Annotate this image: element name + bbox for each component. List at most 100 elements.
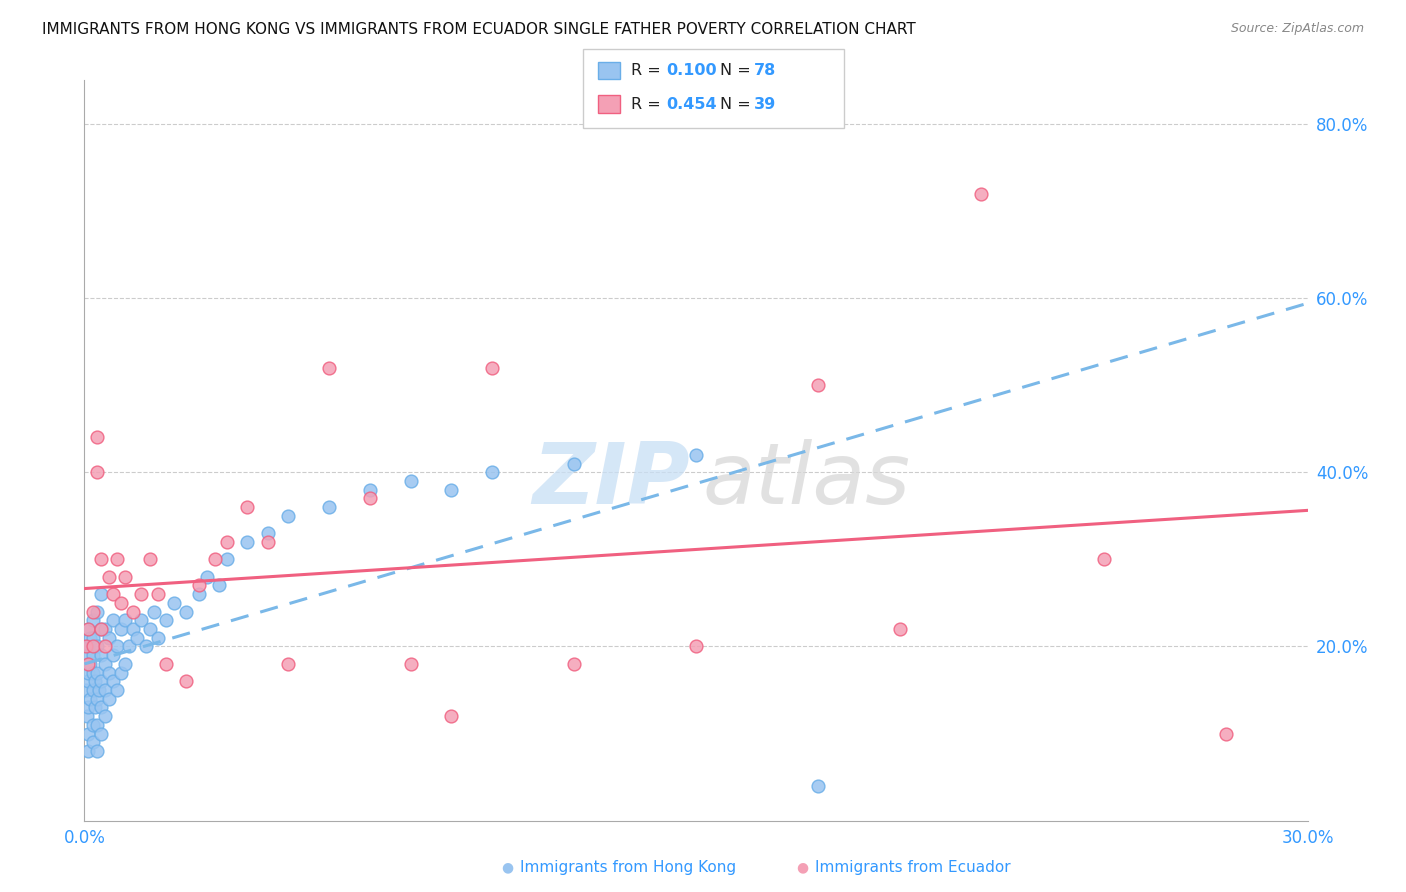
Point bbox=[163, 596, 186, 610]
Point bbox=[93, 683, 115, 698]
Point bbox=[77, 657, 100, 671]
Point bbox=[101, 648, 124, 662]
Point bbox=[146, 587, 169, 601]
Text: ●: ● bbox=[501, 860, 513, 874]
Text: ●: ● bbox=[796, 860, 808, 874]
Point bbox=[97, 665, 120, 680]
Point bbox=[138, 622, 160, 636]
Text: Immigrants from Hong Kong: Immigrants from Hong Kong bbox=[520, 860, 737, 874]
Point bbox=[970, 186, 993, 201]
Point bbox=[110, 622, 132, 636]
Point bbox=[110, 596, 132, 610]
Point bbox=[86, 605, 108, 619]
Point bbox=[195, 570, 218, 584]
Point bbox=[114, 613, 136, 627]
Point bbox=[105, 640, 128, 654]
Point bbox=[142, 605, 165, 619]
Point bbox=[75, 683, 97, 698]
Point bbox=[807, 779, 830, 793]
Point bbox=[82, 735, 104, 749]
Point bbox=[77, 665, 100, 680]
Point bbox=[90, 700, 112, 714]
Point bbox=[101, 674, 124, 689]
Point bbox=[155, 657, 177, 671]
Point bbox=[318, 360, 340, 375]
Point bbox=[399, 474, 422, 488]
Point bbox=[83, 700, 105, 714]
Point bbox=[77, 700, 100, 714]
Text: ZIP: ZIP bbox=[533, 439, 690, 522]
Text: 0.454: 0.454 bbox=[666, 97, 717, 112]
Point bbox=[82, 605, 104, 619]
Point bbox=[82, 640, 104, 654]
Point bbox=[90, 587, 112, 601]
Point bbox=[204, 552, 226, 566]
Point bbox=[440, 483, 463, 497]
Point bbox=[399, 657, 422, 671]
Point bbox=[75, 640, 97, 654]
Point bbox=[97, 570, 120, 584]
Point bbox=[90, 622, 112, 636]
Point bbox=[174, 605, 197, 619]
Text: R =: R = bbox=[631, 97, 666, 112]
Point bbox=[82, 631, 104, 645]
Point bbox=[562, 657, 585, 671]
Point bbox=[93, 657, 115, 671]
Text: N =: N = bbox=[720, 97, 756, 112]
Point bbox=[359, 483, 381, 497]
Text: 78: 78 bbox=[754, 63, 776, 78]
Point bbox=[82, 648, 104, 662]
Point bbox=[889, 622, 911, 636]
Point bbox=[93, 640, 115, 654]
Point bbox=[685, 640, 707, 654]
Point bbox=[807, 378, 830, 392]
Point bbox=[93, 709, 115, 723]
Point bbox=[76, 640, 98, 654]
Point bbox=[135, 640, 157, 654]
Point bbox=[86, 718, 108, 732]
Point bbox=[79, 657, 101, 671]
Text: N =: N = bbox=[720, 63, 756, 78]
Point bbox=[77, 744, 100, 758]
Point bbox=[86, 665, 108, 680]
Point bbox=[277, 508, 299, 523]
Point bbox=[174, 674, 197, 689]
Text: atlas: atlas bbox=[702, 439, 910, 522]
Point bbox=[257, 535, 280, 549]
Point bbox=[118, 640, 141, 654]
Point bbox=[685, 448, 707, 462]
Point bbox=[86, 640, 108, 654]
Point bbox=[86, 744, 108, 758]
Point bbox=[87, 683, 110, 698]
Point bbox=[86, 430, 108, 444]
Point bbox=[217, 552, 239, 566]
Point bbox=[77, 648, 100, 662]
Point bbox=[1215, 726, 1237, 740]
Point bbox=[138, 552, 160, 566]
Point bbox=[82, 683, 104, 698]
Point bbox=[1092, 552, 1115, 566]
Point bbox=[76, 657, 98, 671]
Point bbox=[146, 631, 169, 645]
Point bbox=[90, 674, 112, 689]
Point bbox=[93, 622, 115, 636]
Point bbox=[481, 360, 503, 375]
Point bbox=[114, 570, 136, 584]
Point bbox=[122, 605, 145, 619]
Text: 39: 39 bbox=[754, 97, 776, 112]
Point bbox=[155, 613, 177, 627]
Point bbox=[101, 587, 124, 601]
Point bbox=[77, 726, 100, 740]
Point bbox=[318, 500, 340, 514]
Point bbox=[359, 491, 381, 506]
Point bbox=[127, 631, 149, 645]
Point bbox=[114, 657, 136, 671]
Point bbox=[90, 622, 112, 636]
Point bbox=[101, 613, 124, 627]
Text: Immigrants from Ecuador: Immigrants from Ecuador bbox=[815, 860, 1011, 874]
Point bbox=[97, 631, 120, 645]
Point bbox=[131, 587, 153, 601]
Point bbox=[76, 709, 98, 723]
Point bbox=[82, 718, 104, 732]
Point bbox=[86, 465, 108, 479]
